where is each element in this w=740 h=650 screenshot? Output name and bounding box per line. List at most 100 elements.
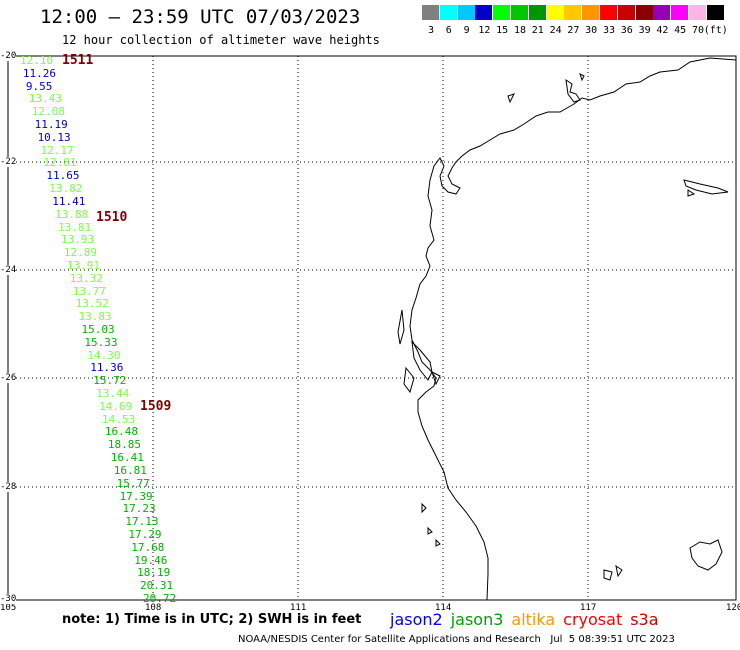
color-scale-swatch	[439, 5, 457, 20]
color-scale-swatch	[706, 5, 724, 20]
latitude-label: -24	[0, 265, 17, 275]
wave-height-value: 18.19	[137, 566, 171, 580]
latitude-label: -22	[0, 157, 17, 167]
color-scale-label: 12	[478, 25, 491, 36]
color-scale-swatch	[475, 5, 493, 20]
wave-height-value: 12.17	[40, 143, 74, 157]
color-scale-label: 27	[567, 25, 580, 36]
wave-height-value: 11.26	[22, 66, 57, 80]
wave-height-value: 13.82	[49, 182, 83, 196]
longitude-label: 108	[145, 603, 162, 613]
color-scale-label: 42	[656, 25, 669, 36]
wave-height-value: 13.44	[96, 387, 130, 401]
pass-number-label: 1510	[96, 210, 128, 225]
color-scale-swatch	[546, 5, 564, 20]
wave-height-value: 13.88	[55, 207, 89, 221]
color-scale-swatch	[635, 5, 653, 20]
wave-height-value: 20.31	[140, 579, 174, 593]
wave-height-value: 15.72	[93, 374, 127, 388]
satellite-legend: jason2 jason3 altika cryosat s3a	[390, 610, 667, 629]
wave-height-value: 17.68	[131, 540, 165, 554]
note-text: note: 1) Time is in UTC; 2) SWH is in fe…	[62, 612, 362, 627]
wave-height-value: 14.30	[87, 348, 121, 362]
color-scale-label: 45	[674, 25, 687, 36]
color-scale-swatch	[653, 5, 671, 20]
wave-height-value: 12.81	[43, 156, 77, 170]
color-scale-swatch	[600, 5, 617, 20]
latitude-label: -28	[0, 482, 17, 492]
legend-entry-cryosat: cryosat	[563, 610, 623, 629]
wave-height-value: 18.85	[107, 438, 141, 452]
page-subtitle: 12 hour collection of altimeter wave hei…	[62, 33, 380, 47]
wave-height-value: 12.89	[63, 246, 98, 260]
wave-height-value: 11.41	[52, 194, 86, 208]
color-scale-label: 15	[496, 25, 509, 36]
color-scale-swatch	[493, 5, 511, 20]
color-scale-swatch	[617, 5, 635, 20]
color-scale-label: 6	[445, 25, 452, 36]
color-scale-swatch	[528, 5, 546, 20]
longitude-label: 120	[726, 603, 740, 613]
wave-height-value: 17.23	[122, 502, 156, 516]
wave-height-value: 16.48	[104, 425, 139, 439]
wave-height-value: 11.36	[90, 361, 124, 375]
coastline	[397, 57, 737, 601]
color-scale-swatch	[422, 5, 439, 20]
color-scale-label: 36	[620, 25, 633, 36]
color-scale-label: 33	[602, 25, 616, 36]
wave-height-value: 15.33	[84, 335, 118, 349]
color-scale-label: 30	[585, 25, 598, 36]
wave-height-value: 11.19	[34, 118, 68, 132]
color-scale-swatch	[582, 5, 600, 20]
legend-entry-jason2: jason2	[390, 610, 443, 629]
wave-height-value: 11.65	[46, 169, 80, 183]
footer-credit: NOAA/NESDIS Center for Satellite Applica…	[238, 634, 675, 645]
color-scale-label: 24	[549, 25, 562, 36]
wave-height-value: 13.43	[28, 92, 62, 106]
wave-height-value: 15.77	[116, 476, 150, 490]
color-scale-swatch	[564, 5, 582, 20]
wave-height-value: 17.13	[125, 515, 159, 529]
legend-entry-jason3: jason3	[450, 610, 504, 629]
color-scale-label: 21	[531, 25, 544, 36]
color-scale-swatch	[511, 5, 528, 20]
wave-height-value: 20.72	[143, 592, 177, 605]
wave-height-value: 13.91	[66, 258, 100, 272]
wave-height-value: 19.46	[134, 553, 168, 567]
wave-height-value: 14.69	[99, 399, 133, 413]
legend-entry-altika: altika	[511, 610, 556, 629]
wave-height-value: 9.55	[25, 79, 53, 93]
wave-height-value: 13.83	[78, 310, 112, 324]
wave-height-value: 12.10	[20, 54, 54, 67]
color-scale-label: 70	[691, 25, 705, 36]
wave-height-value: 13.52	[75, 297, 109, 311]
latitude-label: -20	[0, 51, 17, 61]
color-scale-swatch	[457, 5, 475, 20]
pass-number-label: 1509	[140, 399, 172, 414]
wave-height-value: 14.53	[102, 412, 136, 426]
legend-entry-s3a: s3a	[630, 610, 659, 629]
longitude-label: 117	[580, 603, 597, 613]
latitude-label: -30	[0, 594, 17, 604]
wave-height-value: 13.77	[72, 284, 106, 298]
color-scale-label: 3	[427, 25, 435, 36]
longitude-label: 105	[0, 603, 17, 613]
wave-height-value: 16.81	[113, 463, 147, 477]
latitude-label: -26	[0, 373, 17, 383]
wave-height-value: 15.03	[81, 323, 115, 336]
wave-height-value: 12.08	[31, 105, 65, 119]
wave-height-value: 10.13	[37, 130, 71, 144]
color-scale-label: 9	[463, 25, 470, 36]
wave-height-value: 13.81	[58, 220, 92, 234]
wave-height-value: 17.29	[128, 527, 162, 541]
pass-number-label: 1511	[62, 53, 94, 68]
map-frame	[7, 55, 737, 601]
color-scale-label: 18	[513, 25, 527, 36]
graticule	[8, 56, 736, 600]
longitude-label: 114	[435, 603, 452, 613]
color-scale-label: (ft)	[703, 25, 728, 36]
wave-height-value: 17.39	[119, 489, 153, 503]
longitude-label: 111	[290, 603, 307, 613]
color-scale-label: 39	[638, 25, 651, 36]
